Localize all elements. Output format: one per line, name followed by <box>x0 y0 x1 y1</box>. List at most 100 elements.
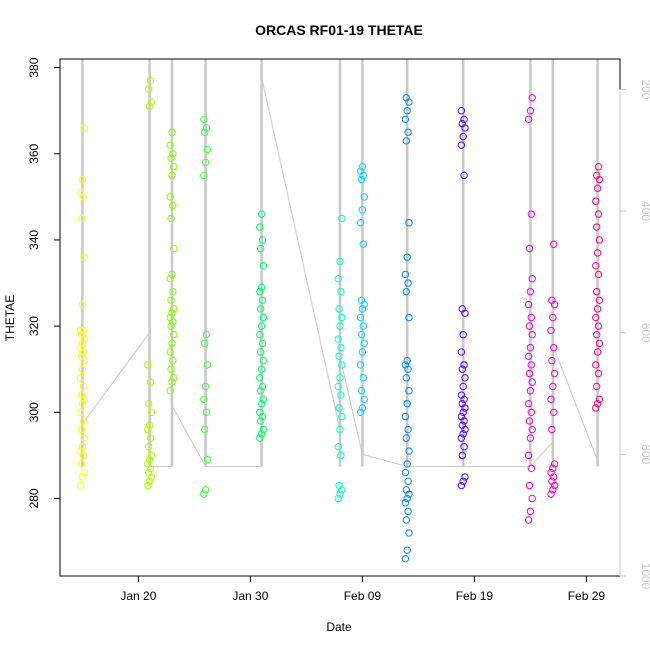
data-point <box>525 417 534 425</box>
data-point <box>145 421 154 429</box>
data-point <box>76 188 85 197</box>
data-point <box>80 124 88 132</box>
data-point <box>593 399 602 408</box>
data-point <box>169 356 177 365</box>
data-point <box>528 331 536 339</box>
data-point <box>259 395 268 404</box>
data-point <box>356 313 365 322</box>
data-point <box>334 382 342 391</box>
data-point <box>147 451 156 460</box>
x-tick-label: Feb 19 <box>456 589 494 603</box>
data-point <box>169 201 177 210</box>
data-point <box>549 486 557 494</box>
data-point <box>547 395 555 404</box>
data-point <box>548 296 556 304</box>
data-point <box>405 447 413 455</box>
data-point <box>404 279 412 287</box>
data-point <box>594 163 603 171</box>
data-point <box>200 171 208 180</box>
data-point <box>460 115 468 124</box>
flight-leg-line <box>81 332 151 425</box>
data-point <box>202 331 211 339</box>
flight-leg-line <box>552 344 599 461</box>
data-point <box>201 382 210 391</box>
data-point <box>457 434 466 442</box>
data-point <box>334 443 342 451</box>
data-point <box>336 425 344 434</box>
data-point <box>169 287 177 296</box>
data-point <box>338 313 346 322</box>
data-point <box>144 361 152 369</box>
data-point <box>145 477 154 485</box>
data-point <box>337 343 345 352</box>
data-point <box>257 210 266 218</box>
data-point <box>461 374 469 382</box>
data-point <box>338 361 346 369</box>
data-point <box>336 322 344 330</box>
y-tick-label: 380 <box>27 57 41 77</box>
data-point <box>144 425 152 434</box>
data-point <box>77 214 86 223</box>
y-tick-label: 320 <box>27 316 41 336</box>
data-point <box>258 339 267 348</box>
data-point <box>593 287 601 296</box>
right-axis-tick-label: 800 <box>639 444 650 464</box>
data-point <box>524 352 533 360</box>
data-point <box>335 481 343 490</box>
data-point <box>401 361 410 369</box>
data-point <box>146 378 155 386</box>
data-point <box>146 76 155 85</box>
flight-leg-line <box>261 77 341 431</box>
data-point <box>166 193 174 201</box>
flight-leg-line <box>530 441 554 467</box>
data-point <box>404 128 412 136</box>
data-point <box>168 378 176 386</box>
data-point <box>550 369 559 378</box>
data-point <box>147 408 156 416</box>
data-point <box>405 219 413 227</box>
data-point <box>526 507 535 516</box>
data-point <box>338 412 346 421</box>
data-point <box>145 102 154 111</box>
data-point <box>338 214 346 223</box>
data-point <box>201 339 209 348</box>
data-point <box>77 391 86 399</box>
data-point <box>402 374 410 382</box>
data-point <box>356 361 365 369</box>
data-point <box>457 348 466 356</box>
data-point <box>459 382 467 391</box>
data-point <box>358 348 367 356</box>
flight-leg-line <box>171 405 207 467</box>
data-point <box>524 300 533 309</box>
data-point <box>459 477 467 485</box>
data-point <box>592 361 600 369</box>
data-point <box>595 339 604 348</box>
data-point <box>524 115 533 124</box>
data-point <box>203 361 212 369</box>
data-point <box>203 145 212 154</box>
data-point <box>547 490 555 498</box>
data-point <box>78 365 87 373</box>
y-axis-label: THETAE <box>3 295 17 341</box>
data-point <box>403 494 411 503</box>
data-point <box>76 326 85 335</box>
data-point <box>457 391 466 399</box>
data-point <box>403 253 411 261</box>
right-axis-tick-label: 400 <box>639 201 650 221</box>
data-point <box>335 305 343 313</box>
data-point <box>170 163 178 171</box>
data-point <box>170 331 178 339</box>
data-point <box>526 434 535 442</box>
data-point <box>166 141 174 149</box>
data-point <box>168 128 176 136</box>
data-point <box>593 223 601 231</box>
data-point <box>402 287 410 296</box>
flight-leg-line <box>362 453 408 468</box>
data-point <box>357 387 366 395</box>
data-point <box>358 163 367 171</box>
data-point <box>334 494 342 503</box>
data-point <box>167 154 175 162</box>
data-point <box>404 425 412 434</box>
data-point <box>259 262 268 270</box>
